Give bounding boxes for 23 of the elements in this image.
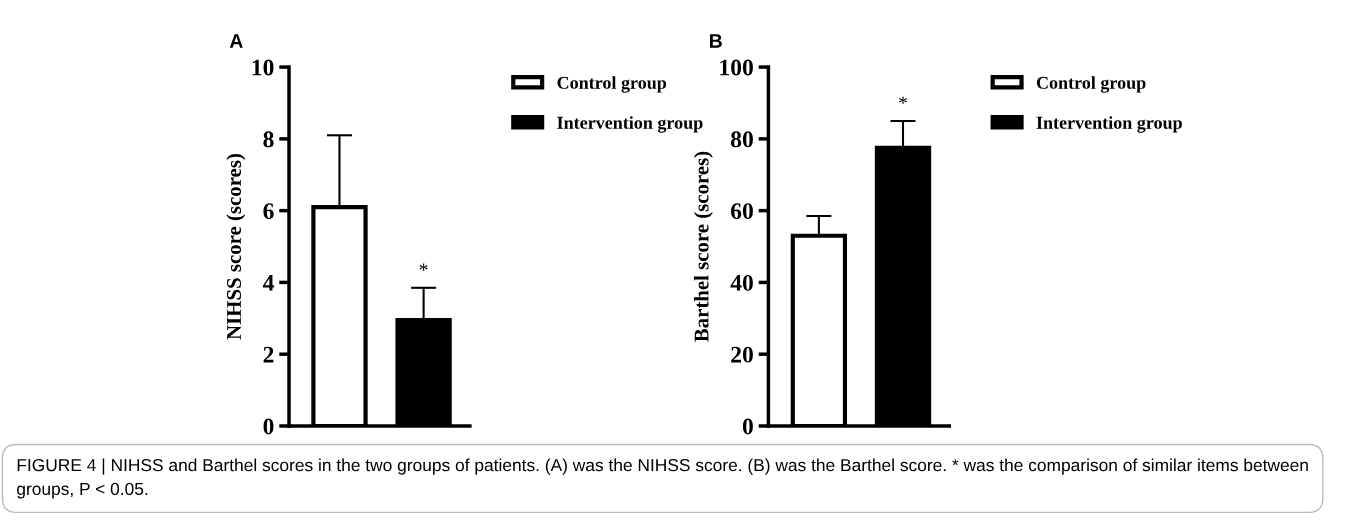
y-tick-label: 20 bbox=[731, 346, 753, 363]
legend-label: Intervention group bbox=[557, 116, 703, 133]
y-tick-label: 0 bbox=[742, 418, 753, 435]
y-tick-label: 100 bbox=[720, 59, 753, 76]
chart-title: A bbox=[229, 34, 243, 48]
y-tick-label: 10 bbox=[252, 59, 274, 76]
y-tick-label: 0 bbox=[263, 418, 274, 435]
y-tick-label: 6 bbox=[263, 203, 274, 220]
y-tick-label: 4 bbox=[262, 275, 274, 291]
legend-label: Intervention group bbox=[1036, 116, 1182, 133]
legend-label: Control group bbox=[557, 76, 667, 93]
y-tick-label: 2 bbox=[263, 346, 274, 363]
y-axis-title: NIHSS score (scores) bbox=[226, 154, 246, 340]
y-tick-label: 80 bbox=[730, 131, 753, 148]
caption: FIGURE 4 | NIHSS and Barthel scores in the two groups of patients. (A) was the NIHSS score. (B) was the Barthel score. * was the comparison of similar items between groups, P < 0.05. bbox=[17, 458, 1308, 499]
annotation: * bbox=[899, 96, 907, 104]
chart-title: B bbox=[710, 34, 722, 48]
legend-label: Control group bbox=[1036, 76, 1146, 93]
y-tick-label: 60 bbox=[731, 203, 753, 220]
y-axis-title: Barthel score (scores) bbox=[693, 151, 713, 342]
y-tick-label: 40 bbox=[730, 274, 753, 291]
annotation: * bbox=[419, 263, 428, 271]
y-tick-label: 8 bbox=[263, 131, 274, 148]
